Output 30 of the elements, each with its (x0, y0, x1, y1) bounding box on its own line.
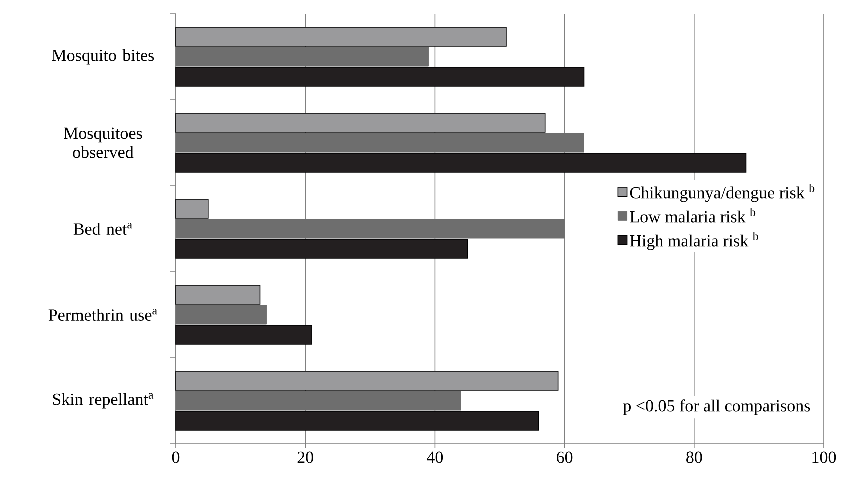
legend-label: Chikungunya/dengue risk $^{b}$ (630, 184, 815, 202)
x-tick-label: 80 (686, 452, 702, 464)
bar (176, 411, 540, 431)
bar (176, 371, 559, 391)
legend-label: High malaria risk $^{b}$ (630, 232, 758, 250)
bar (176, 153, 747, 173)
bar (176, 113, 546, 133)
bar (176, 325, 312, 345)
x-tick-label: 40 (427, 452, 444, 464)
bar (176, 27, 507, 47)
bar (176, 285, 261, 305)
x-tick-label: 20 (298, 452, 314, 464)
bar (176, 67, 585, 87)
y-tick-label: Mosquitoes observed (64, 128, 142, 158)
x-tick-label: 100 (812, 452, 836, 464)
x-tick-label: 0 (172, 452, 180, 464)
bar (176, 47, 429, 67)
y-tick-label: Permethrin use$^{a}$ (48, 308, 158, 322)
bar (176, 305, 267, 325)
annotation: p <0.05 for all comparisons (623, 400, 810, 416)
y-tick-label: Mosquito bites (52, 49, 154, 65)
bar (176, 391, 462, 411)
bar (176, 219, 566, 239)
legend-label: Low malaria risk $^{b}$ (630, 208, 756, 223)
y-tick-label: Skin repellant$^{a}$ (53, 393, 154, 409)
bar (176, 239, 468, 259)
bar (176, 199, 209, 219)
y-tick-label: Bed net$^{a}$ (74, 222, 132, 236)
x-tick-label: 60 (557, 452, 573, 464)
bar (176, 133, 584, 153)
